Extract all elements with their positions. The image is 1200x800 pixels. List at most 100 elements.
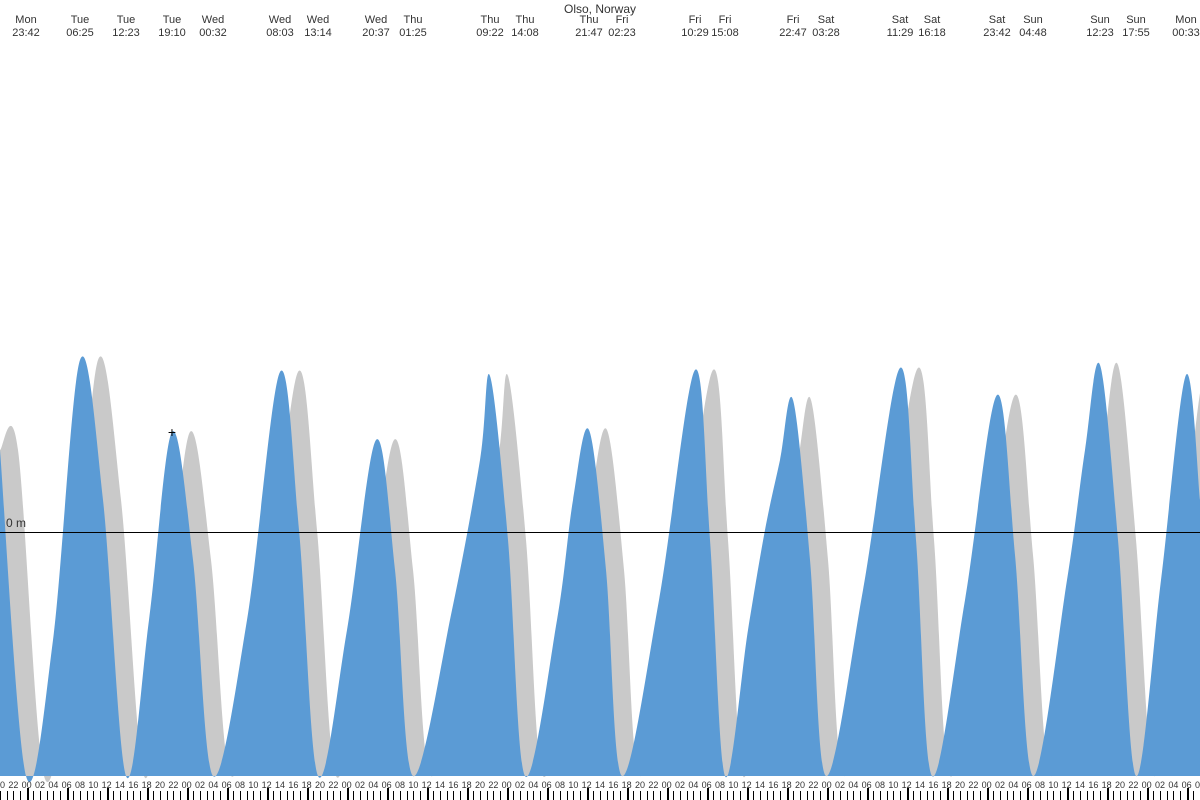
hour-label: 20 xyxy=(955,780,965,790)
hour-label: 16 xyxy=(1088,780,1098,790)
hour-tick xyxy=(640,791,641,800)
zero-label: 0 m xyxy=(6,516,26,530)
hour-tick xyxy=(93,791,94,800)
hour-tick xyxy=(713,791,714,800)
hour-tick xyxy=(220,791,221,800)
hour-tick xyxy=(567,791,568,800)
tide-label: Sat03:28 xyxy=(812,14,840,40)
hour-tick xyxy=(73,791,74,800)
hour-tick xyxy=(727,791,728,800)
hour-label: 08 xyxy=(555,780,565,790)
hour-tick xyxy=(580,791,581,800)
hour-tick xyxy=(287,791,288,800)
hour-label: 18 xyxy=(462,780,472,790)
hour-tick xyxy=(1033,791,1034,800)
hour-tick xyxy=(20,791,21,800)
hour-label: 14 xyxy=(595,780,605,790)
hour-tick xyxy=(900,791,901,800)
zero-line xyxy=(0,532,1200,533)
hour-label: 06 xyxy=(542,780,552,790)
hour-tick xyxy=(473,791,474,800)
hour-tick xyxy=(1093,791,1094,800)
hour-tick xyxy=(493,791,494,800)
hour-tick xyxy=(487,791,488,800)
hour-label: 06 xyxy=(702,780,712,790)
hour-label: 20 xyxy=(635,780,645,790)
hour-label: 18 xyxy=(942,780,952,790)
hour-tick xyxy=(47,791,48,800)
hour-axis: 2022000204060810121416182022000204060810… xyxy=(0,776,1200,800)
hour-label: 22 xyxy=(8,780,18,790)
hour-label: 20 xyxy=(0,780,5,790)
hour-tick xyxy=(160,791,161,800)
tide-label: Fri02:23 xyxy=(608,14,636,40)
hour-tick xyxy=(620,791,621,800)
tide-label: Fri10:29 xyxy=(681,14,709,40)
tide-label: Sun12:23 xyxy=(1086,14,1114,40)
hour-label: 02 xyxy=(355,780,365,790)
hour-label: 00 xyxy=(182,780,192,790)
hour-label: 18 xyxy=(622,780,632,790)
hour-tick xyxy=(780,791,781,800)
hour-tick xyxy=(540,791,541,800)
hour-label: 04 xyxy=(848,780,858,790)
hour-tick xyxy=(1060,791,1061,800)
hour-tick xyxy=(993,791,994,800)
hour-label: 12 xyxy=(262,780,272,790)
hour-tick xyxy=(767,791,768,800)
hour-tick xyxy=(380,791,381,800)
hour-label: 00 xyxy=(342,780,352,790)
hour-tick xyxy=(660,791,661,800)
hour-label: 20 xyxy=(1115,780,1125,790)
tide-label: Mon00:33 xyxy=(1172,14,1200,40)
hour-tick xyxy=(87,791,88,800)
tide-label: Fri22:47 xyxy=(779,14,807,40)
hour-tick xyxy=(480,791,481,800)
hour-label: 16 xyxy=(288,780,298,790)
hour-tick xyxy=(593,791,594,800)
hour-label: 02 xyxy=(1155,780,1165,790)
hour-tick xyxy=(1180,791,1181,800)
hour-tick xyxy=(1127,791,1128,800)
hour-tick xyxy=(460,791,461,800)
hour-label: 12 xyxy=(582,780,592,790)
tide-label: Sat16:18 xyxy=(918,14,946,40)
hour-tick xyxy=(853,791,854,800)
hour-tick xyxy=(180,791,181,800)
hour-tick xyxy=(653,791,654,800)
hour-label: 12 xyxy=(1062,780,1072,790)
hour-label: 20 xyxy=(315,780,325,790)
hour-label: 06 xyxy=(1022,780,1032,790)
hour-tick xyxy=(980,791,981,800)
hour-tick xyxy=(440,791,441,800)
hour-tick xyxy=(1160,791,1161,800)
hour-tick xyxy=(340,791,341,800)
hour-tick xyxy=(273,791,274,800)
hour-tick xyxy=(1000,791,1001,800)
hour-tick xyxy=(153,791,154,800)
hour-tick xyxy=(1073,791,1074,800)
hour-tick xyxy=(847,791,848,800)
hour-label: 04 xyxy=(48,780,58,790)
hour-label: 00 xyxy=(662,780,672,790)
hour-tick xyxy=(833,791,834,800)
hour-tick xyxy=(1120,791,1121,800)
hour-tick xyxy=(40,791,41,800)
hour-label: 22 xyxy=(328,780,338,790)
hour-tick xyxy=(1153,791,1154,800)
hour-label: 02 xyxy=(515,780,525,790)
hour-tick xyxy=(1007,791,1008,800)
hour-tick xyxy=(100,791,101,800)
hour-label: 18 xyxy=(302,780,312,790)
hour-label: 14 xyxy=(115,780,125,790)
hour-tick xyxy=(280,791,281,800)
hour-tick xyxy=(680,791,681,800)
hour-tick xyxy=(1047,791,1048,800)
hour-tick xyxy=(360,791,361,800)
hour-tick xyxy=(953,791,954,800)
tide-label: Sat23:42 xyxy=(983,14,1011,40)
hour-tick xyxy=(373,791,374,800)
hour-tick xyxy=(113,791,114,800)
hour-label: 16 xyxy=(448,780,458,790)
hour-tick xyxy=(553,791,554,800)
